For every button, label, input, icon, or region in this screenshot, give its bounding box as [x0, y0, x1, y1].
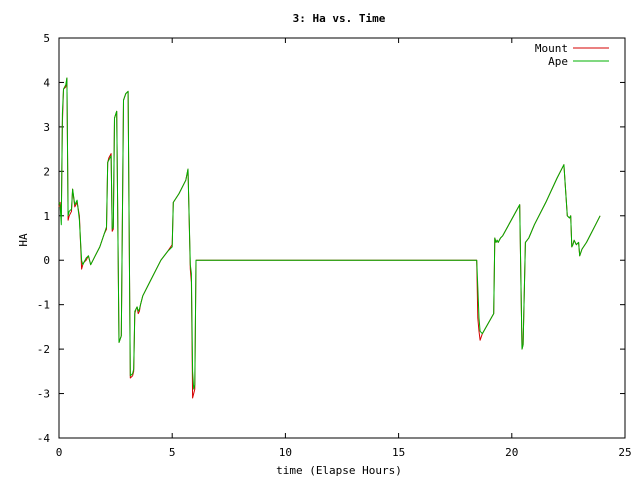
x-tick-label: 0 [56, 446, 63, 459]
series-layer [58, 77, 601, 399]
y-tick-label: 4 [43, 76, 50, 89]
x-axis-label: time (Elapse Hours) [276, 464, 402, 477]
y-tick-label: -2 [37, 343, 50, 356]
x-tick-label: 25 [618, 446, 631, 459]
y-tick-label: 3 [43, 121, 50, 134]
y-tick-label: 2 [43, 165, 50, 178]
x-tick-label: 20 [505, 446, 518, 459]
y-axis-label: HA [17, 233, 30, 247]
y-tick-label: -4 [37, 432, 51, 445]
y-tick-label: -3 [37, 388, 50, 401]
y-axis: -4 -3 -2 -1 0 1 2 3 4 5 [37, 32, 625, 445]
y-tick-label: 5 [43, 32, 50, 45]
x-tick-label: 5 [169, 446, 176, 459]
chart-title: 3: Ha vs. Time [293, 12, 386, 25]
series-line-ape [58, 77, 601, 390]
x-axis: 0 5 10 15 20 25 [56, 38, 632, 459]
legend: Mount Ape [535, 42, 609, 68]
y-tick-label: 1 [43, 210, 50, 223]
plot-frame [58, 37, 626, 439]
x-tick-label: 15 [392, 446, 405, 459]
y-tick-label: -1 [37, 299, 50, 312]
series-line-mount [58, 77, 601, 399]
x-tick-label: 10 [279, 446, 292, 459]
legend-label-mount: Mount [535, 42, 568, 55]
y-tick-label: 0 [43, 254, 50, 267]
legend-label-ape: Ape [548, 55, 568, 68]
